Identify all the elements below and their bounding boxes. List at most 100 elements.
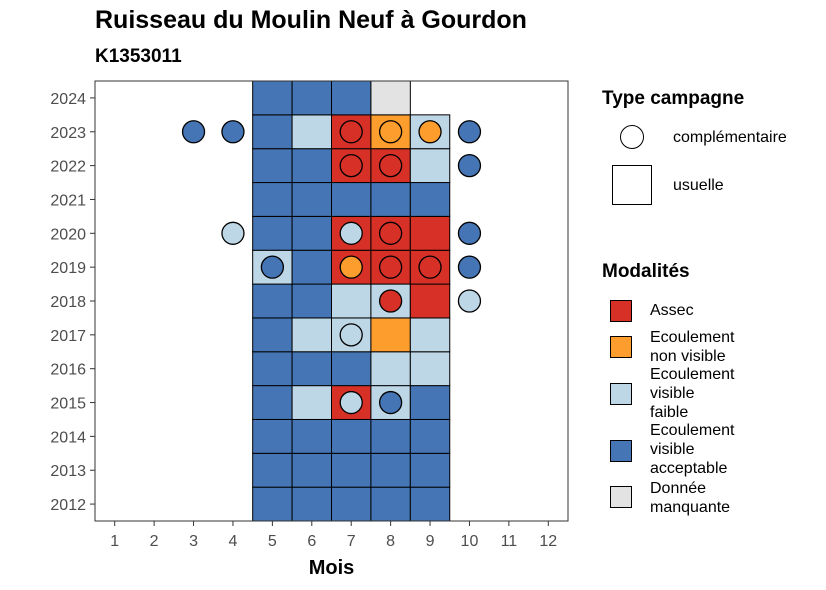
- complementaire-point-2023-8: [378, 120, 403, 144]
- x-tick-label: 10: [461, 533, 479, 550]
- usuelle-cell-2015-6: [291, 385, 333, 420]
- x-tick-label: 8: [386, 533, 395, 550]
- usuelle-cell-2022-9: [409, 148, 451, 184]
- usuelle-cell-2016-9: [409, 351, 451, 387]
- y-tick-label: 2019: [50, 260, 86, 277]
- usuelle-cell-2017-5: [252, 317, 293, 353]
- usuelle-cell-2017-9: [409, 317, 451, 353]
- legend-type-title: Type campagne: [602, 88, 745, 109]
- usuelle-cell-2018-6: [291, 283, 333, 319]
- complementaire-point-2023-10: [457, 120, 482, 144]
- usuelle-cell-2022-6: [291, 148, 333, 184]
- usuelle-cell-2018-9: [409, 283, 451, 319]
- usuelle-cell-2013-8: [370, 452, 411, 488]
- usuelle-cell-2012-7: [331, 486, 372, 522]
- usuelle-cell-2014-9: [409, 418, 451, 454]
- usuelle-cell-2015-5: [252, 385, 293, 420]
- legend-type-usuelle: usuelle: [673, 177, 724, 194]
- usuelle-cell-2017-8: [370, 317, 411, 353]
- usuelle-cell-2021-6: [291, 182, 333, 217]
- usuelle-cell-2014-5: [252, 418, 293, 454]
- legend-key-ecoulement-visible-faible: [610, 383, 632, 405]
- y-tick-label: 2024: [50, 91, 86, 108]
- complementaire-point-2023-3: [181, 120, 206, 144]
- usuelle-cell-2016-6: [291, 351, 333, 387]
- usuelle-cell-2024-6: [291, 80, 333, 116]
- legend-key-donnee-manquante: [610, 486, 632, 508]
- complementaire-point-2017-7: [339, 323, 363, 347]
- y-tick-label: 2018: [50, 294, 86, 311]
- complementaire-points: [181, 120, 482, 415]
- complementaire-point-2023-9: [418, 120, 442, 144]
- complementaire-point-2020-10: [457, 221, 482, 245]
- complementaire-point-2023-4: [221, 120, 245, 144]
- y-axis: 2012 2013 2014 2015 2016 2017 2018 2019 2020 2021…: [50, 91, 95, 514]
- y-tick-label: 2013: [50, 463, 86, 480]
- y-tick-label: 2015: [50, 396, 86, 413]
- usuelle-cell-2024-7: [331, 80, 372, 116]
- usuelle-cell-2016-8: [370, 351, 411, 387]
- usuelle-cell-2013-9: [409, 452, 451, 488]
- legend-label-donnee-manquante: Donnée manquante: [650, 480, 731, 516]
- usuelle-cell-2020-6: [291, 215, 333, 251]
- complementaire-point-2018-8: [378, 289, 403, 313]
- usuelle-cell-2014-7: [331, 418, 372, 454]
- legend-label-ecoulement-non-visible: Ecoulement non visible: [650, 329, 735, 365]
- usuelle-cell-2015-9: [409, 385, 451, 420]
- chart-subtitle: K1353011: [95, 46, 182, 67]
- usuelle-cell-2022-5: [252, 148, 293, 184]
- usuelle-cell-2013-5: [252, 452, 293, 488]
- x-axis-title: Mois: [309, 557, 355, 579]
- legend-label-ecoulement-visible-acceptable: Ecoulement visible acceptable: [650, 422, 735, 477]
- usuelle-cell-2018-7: [331, 283, 372, 319]
- x-axis: 1 2 3 4 5 6 7 8 9 10 11 12: [110, 521, 557, 550]
- usuelle-cell-2012-6: [291, 486, 333, 522]
- usuelle-cell-2013-6: [291, 452, 333, 488]
- y-tick-label: 2020: [50, 226, 86, 243]
- y-tick-label: 2012: [50, 497, 86, 514]
- x-tick-label: 3: [189, 533, 198, 550]
- complementaire-point-2019-10: [457, 255, 482, 279]
- legend-key-ecoulement-visible-acceptable: [610, 440, 632, 462]
- complementaire-point-2023-7: [339, 120, 363, 144]
- y-tick-label: 2022: [50, 159, 86, 176]
- usuelle-cell-2014-8: [370, 418, 411, 454]
- x-tick-label: 11: [501, 533, 518, 550]
- legend-circle-icon: [620, 125, 644, 149]
- complementaire-point-2019-9: [418, 255, 442, 279]
- y-tick-label: 2023: [50, 125, 86, 142]
- x-tick-label: 9: [426, 533, 435, 550]
- y-tick-label: 2017: [50, 328, 86, 345]
- usuelle-cell-2018-5: [252, 283, 293, 319]
- complementaire-point-2020-8: [378, 221, 403, 245]
- y-tick-label: 2021: [50, 192, 86, 209]
- legend-label-assec: Assec: [650, 302, 694, 319]
- x-tick-label: 1: [110, 533, 119, 550]
- complementaire-point-2015-8: [378, 390, 403, 415]
- usuelle-cell-2020-5: [252, 215, 293, 251]
- usuelle-cell-2023-6: [291, 114, 333, 150]
- y-tick-label: 2016: [50, 362, 86, 379]
- usuelle-cell-2020-9: [409, 215, 451, 251]
- y-tick-label: 2014: [50, 429, 86, 446]
- usuelle-cell-2012-8: [370, 486, 411, 522]
- usuelle-cells: [252, 80, 451, 522]
- usuelle-cell-2014-6: [291, 418, 333, 454]
- x-tick-label: 4: [229, 533, 238, 550]
- x-tick-label: 5: [268, 533, 277, 550]
- usuelle-cell-2024-8: [370, 80, 411, 116]
- usuelle-cell-2016-7: [331, 351, 372, 387]
- complementaire-point-2020-7: [339, 221, 363, 245]
- legend-key-ecoulement-non-visible: [610, 336, 632, 358]
- complementaire-point-2020-4: [221, 221, 245, 245]
- x-tick-label: 7: [347, 533, 356, 550]
- x-tick-label: 6: [307, 533, 316, 550]
- legend-square-icon: [612, 165, 652, 205]
- usuelle-cell-2013-7: [331, 452, 372, 488]
- usuelle-cell-2023-5: [252, 114, 293, 150]
- usuelle-cell-2021-5: [252, 182, 293, 217]
- legend-type-complementaire: complémentaire: [673, 129, 787, 146]
- complementaire-point-2022-8: [378, 153, 403, 178]
- usuelle-cell-2019-6: [291, 249, 333, 285]
- usuelle-cell-2021-7: [331, 182, 372, 217]
